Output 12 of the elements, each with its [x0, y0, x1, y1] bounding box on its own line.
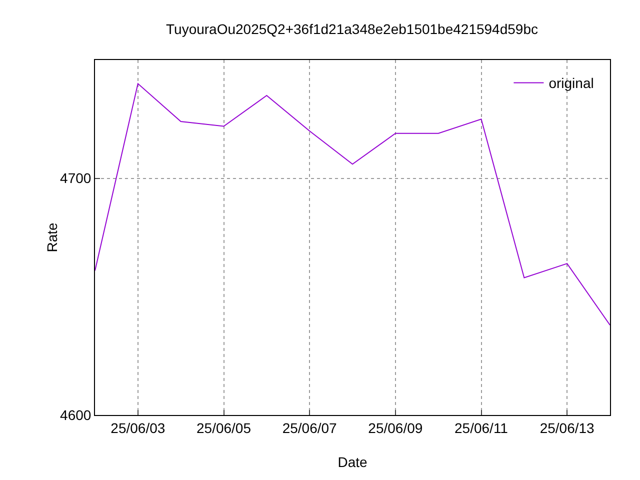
x-tick-label: 25/06/11: [454, 420, 508, 436]
x-tick-label: 25/06/03: [110, 420, 166, 436]
y-axis-title: Rate: [44, 222, 60, 252]
chart-title: TuyouraOu2025Q2+36f1d21a348e2eb1501be421594d59bc: [166, 20, 538, 37]
legend-label: original: [548, 75, 594, 92]
x-tick-label: 25/06/09: [368, 420, 423, 436]
x-tick-label: 25/06/07: [282, 420, 338, 436]
x-tick-label: 25/06/05: [196, 420, 252, 436]
y-tick-label: 4700: [60, 170, 92, 186]
x-tick-label: 25/06/13: [540, 420, 595, 436]
y-tick-label: 4600: [60, 406, 92, 423]
x-axis-title: Date: [338, 454, 368, 470]
